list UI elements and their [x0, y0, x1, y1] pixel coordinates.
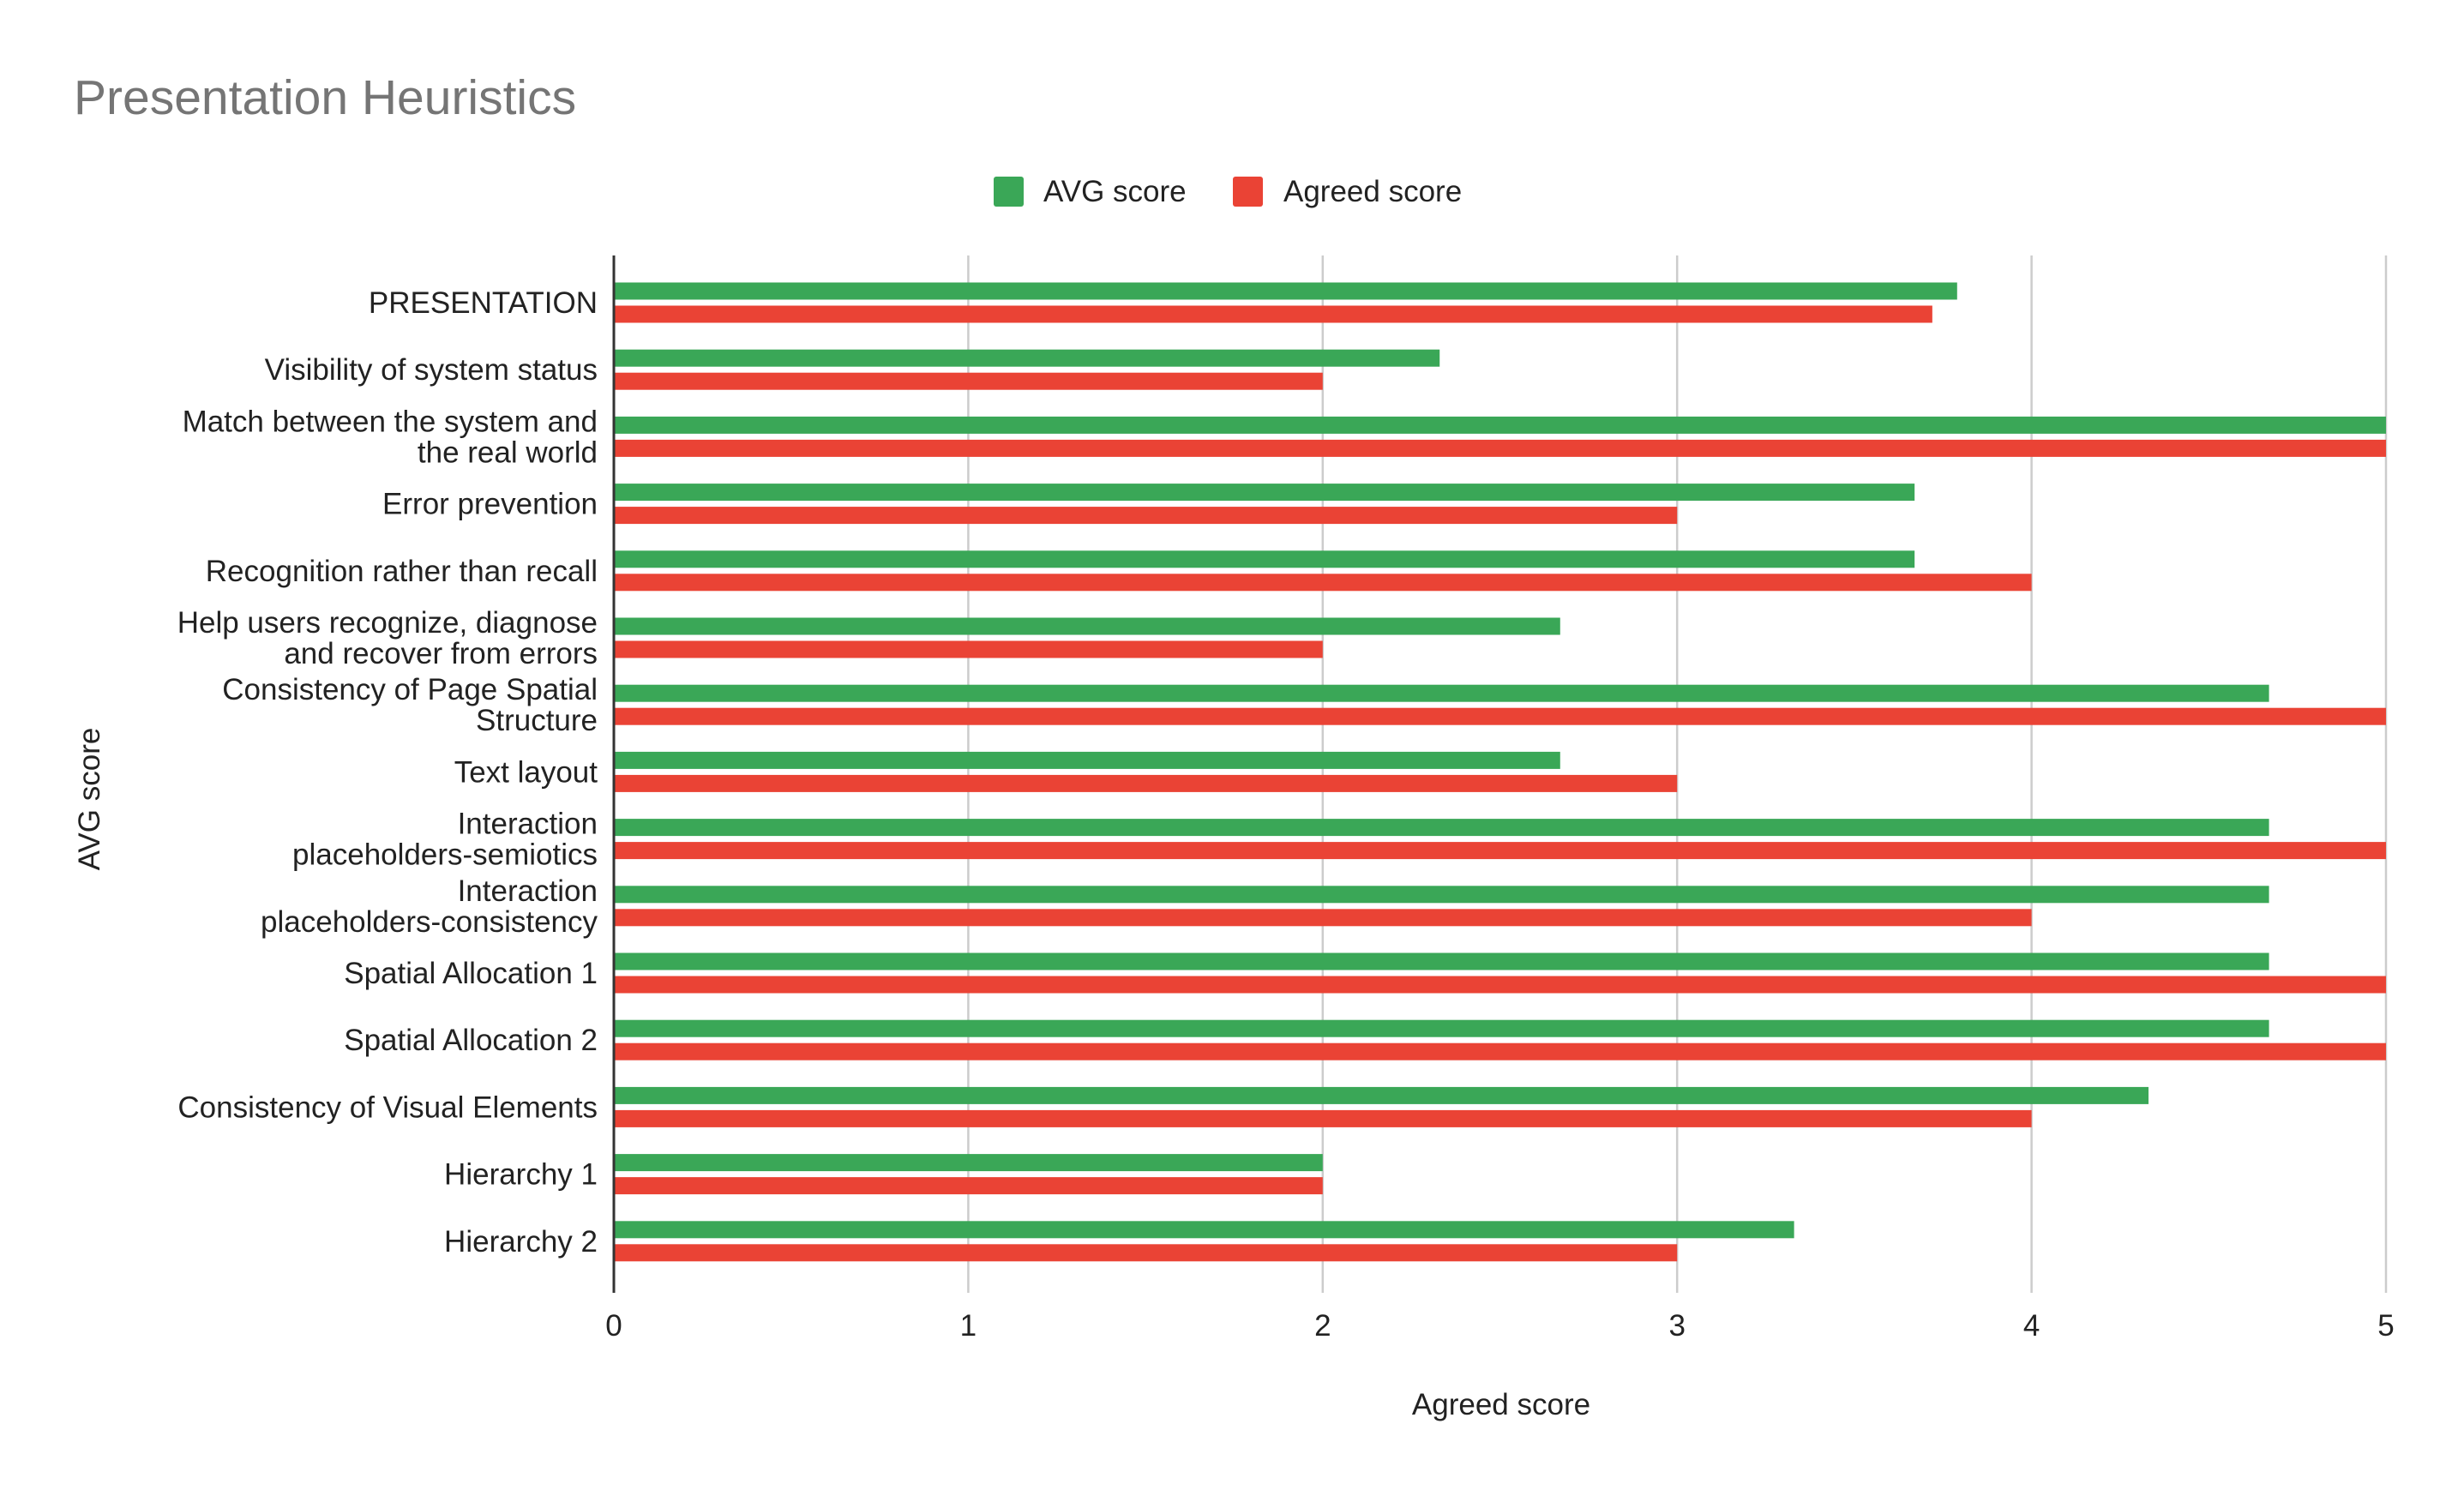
bar-avg-score-recognition-rather-than-recall: [614, 550, 1915, 568]
bar-agreed-score-spatial-allocation-2: [614, 1042, 2386, 1060]
bar-agreed-score-interaction-placeholders-semiotics: [614, 842, 2386, 860]
bar-agreed-score-interaction-placeholders-consistency: [614, 909, 2032, 927]
x-tick-label-5: 5: [2377, 1309, 2394, 1343]
chart-title: Presentation Heuristics: [74, 70, 576, 125]
category-labels: PRESENTATION Visibility of system status M…: [177, 286, 598, 1259]
bar-agreed-score-help-users-recognize-diagnose-and-recover-from-errors: [614, 640, 1323, 658]
y-axis-title: AVG score: [73, 728, 106, 871]
bar-agreed-score-consistency-of-page-spatial-structure: [614, 707, 2386, 725]
bar-avg-score-help-users-recognize-diagnose-and-recover-from-errors: [614, 617, 1560, 635]
bar-avg-score-interaction-placeholders-semiotics: [614, 819, 2269, 837]
x-tick-label-3: 3: [1668, 1309, 1685, 1343]
category-label-recognition-rather-than-recall: Recognition rather than recall: [206, 555, 598, 588]
legend-swatch-avg-score: [994, 177, 1024, 207]
x-axis-title: Agreed score: [1412, 1388, 1590, 1421]
bar-avg-score-interaction-placeholders-consistency: [614, 886, 2269, 904]
legend: AVG score Agreed score: [994, 175, 1462, 208]
legend-label-avg-score: AVG score: [1043, 175, 1187, 208]
bar-avg-score-consistency-of-visual-elements: [614, 1086, 2149, 1104]
legend-swatch-agreed-score: [1233, 177, 1263, 207]
bar-avg-score-spatial-allocation-1: [614, 952, 2269, 970]
bar-agreed-score-recognition-rather-than-recall: [614, 574, 2032, 592]
category-label-interaction-placeholders-consistency: Interaction placeholders-consistency: [261, 874, 598, 939]
bar-agreed-score-hierarchy-2: [614, 1244, 1678, 1262]
category-label-presentation: PRESENTATION: [369, 286, 598, 320]
bar-agreed-score-spatial-allocation-1: [614, 976, 2386, 994]
bar-avg-score-presentation: [614, 282, 1957, 300]
bar-agreed-score-error-prevention: [614, 507, 1678, 525]
category-label-hierarchy-1: Hierarchy 1: [444, 1158, 598, 1192]
bar-avg-score-text-layout: [614, 751, 1560, 769]
category-label-interaction-placeholders-semiotics: Interaction placeholders-semiotics: [292, 808, 598, 872]
gridlines: [967, 255, 2388, 1293]
legend-label-agreed-score: Agreed score: [1283, 175, 1462, 208]
x-tick-label-1: 1: [960, 1309, 977, 1343]
bar-agreed-score-hierarchy-1: [614, 1177, 1323, 1195]
bar-avg-score-hierarchy-2: [614, 1221, 1794, 1239]
bar-avg-score-hierarchy-1: [614, 1154, 1323, 1172]
category-label-visibility-of-system-status: Visibility of system status: [265, 353, 598, 387]
x-tick-labels: 0 1 2 3 4 5: [605, 1309, 2394, 1343]
category-label-match-between-the-system-and-the-real-world: Match between the system and the real wor…: [183, 405, 598, 469]
x-tick-label-0: 0: [605, 1309, 622, 1343]
bar-agreed-score-text-layout: [614, 774, 1678, 792]
x-tick-label-2: 2: [1314, 1309, 1331, 1343]
bar-agreed-score-match-between-the-system-and-the-real-world: [614, 439, 2386, 457]
category-label-spatial-allocation-1: Spatial Allocation 1: [344, 957, 598, 990]
bar-avg-score-spatial-allocation-2: [614, 1019, 2269, 1037]
category-label-consistency-of-page-spatial-structure: Consistency of Page Spatial Structure: [222, 673, 598, 737]
bar-avg-score-error-prevention: [614, 484, 1915, 502]
bar-avg-score-match-between-the-system-and-the-real-world: [614, 416, 2386, 434]
bars: [614, 282, 2386, 1262]
category-label-hierarchy-2: Hierarchy 2: [444, 1225, 598, 1259]
bar-avg-score-consistency-of-page-spatial-structure: [614, 684, 2269, 702]
bar-agreed-score-visibility-of-system-status: [614, 372, 1323, 390]
category-label-consistency-of-visual-elements: Consistency of Visual Elements: [177, 1090, 598, 1124]
category-label-spatial-allocation-2: Spatial Allocation 2: [344, 1024, 598, 1057]
bar-agreed-score-presentation: [614, 305, 1932, 323]
bar-agreed-score-consistency-of-visual-elements: [614, 1109, 2032, 1127]
category-label-error-prevention: Error prevention: [382, 488, 598, 521]
bar-avg-score-visibility-of-system-status: [614, 349, 1440, 367]
category-label-help-users-recognize-diagnose-and-recover-from-errors: Help users recognize, diagnose and recove…: [177, 606, 598, 670]
x-tick-label-4: 4: [2023, 1309, 2040, 1343]
category-label-text-layout: Text layout: [454, 755, 598, 789]
